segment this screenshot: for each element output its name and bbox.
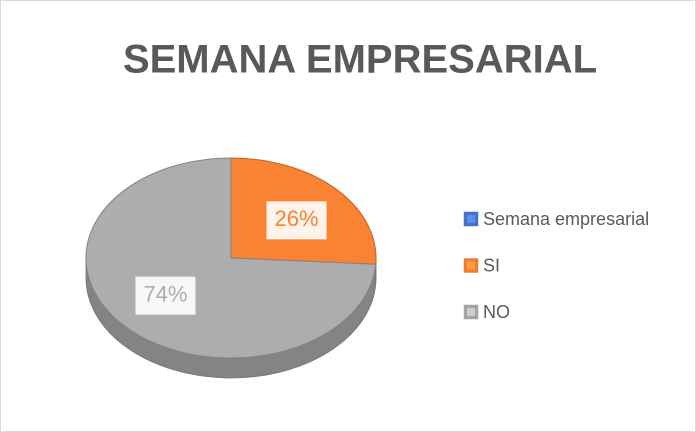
data-label-box (135, 276, 196, 315)
data-label: 26% (275, 206, 319, 231)
legend-swatch-inner (467, 261, 475, 270)
legend-swatch-inner (467, 308, 475, 316)
data-label-box (266, 201, 327, 240)
chart-title: SEMANA EMPRESARIAL (123, 38, 597, 82)
legend-label: SI (483, 255, 500, 275)
legend-swatch-inner (467, 215, 475, 223)
data-label: 74% (143, 281, 187, 306)
legend-label: Semana empresarial (483, 209, 649, 229)
legend-label: NO (483, 302, 510, 322)
